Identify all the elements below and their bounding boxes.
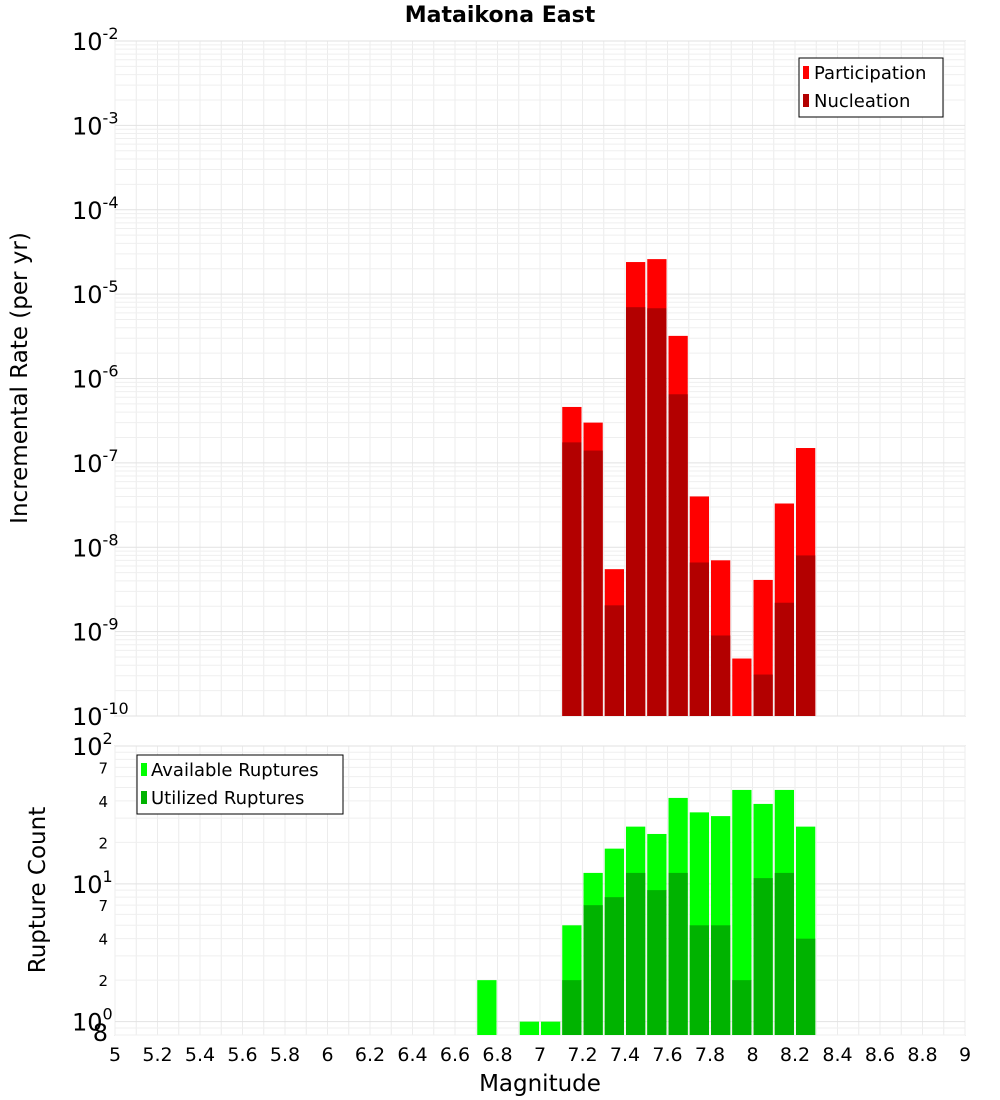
top-bar-nucleation xyxy=(668,394,688,716)
x-tick-label: 5.8 xyxy=(270,1044,300,1066)
bottom-y-minor-label: 2 xyxy=(98,834,108,852)
bottom-y-minor-label: 4 xyxy=(98,931,108,949)
top-bar-nucleation xyxy=(689,562,709,716)
bottom-y-minor-label: 8 xyxy=(93,1019,108,1047)
bottom-bar-utilized-ruptures xyxy=(562,980,582,1035)
top-y-tick-label: 10-3 xyxy=(72,108,119,140)
x-tick-label: 8.8 xyxy=(907,1044,937,1066)
bottom-bar-utilized-ruptures xyxy=(732,980,752,1035)
bottom-bar-utilized-ruptures xyxy=(796,938,816,1035)
bottom-y-minor-label: 2 xyxy=(98,972,108,990)
bottom-bar-utilized-ruptures xyxy=(774,872,794,1035)
legend-label-nucleation: Nucleation xyxy=(814,91,910,112)
x-tick-label: 5.6 xyxy=(227,1044,257,1066)
top-y-tick-label: 10-2 xyxy=(72,24,119,56)
x-tick-label: 6.4 xyxy=(397,1044,427,1066)
bottom-bar-utilized-ruptures xyxy=(604,897,624,1035)
x-tick-label: 6.6 xyxy=(440,1044,470,1066)
legend-label-utilized: Utilized Ruptures xyxy=(151,788,304,809)
x-tick-labels: 5 5.2 5.4 5.6 5.8 6 6.2 6.4 6.6 6.8 7 7.2 7.4 7.6 7.8 8… xyxy=(109,1044,971,1066)
top-bars xyxy=(562,259,816,716)
top-y-tick-label: 10-9 xyxy=(72,615,119,647)
legend-swatch-available xyxy=(141,763,147,776)
top-bar-nucleation xyxy=(583,450,603,716)
bottom-y-minor-label: 7 xyxy=(98,759,108,777)
top-bar-nucleation xyxy=(753,674,773,716)
x-tick-label: 8.4 xyxy=(822,1044,852,1066)
bottom-y-minor-label: 4 xyxy=(98,793,108,811)
top-bar-nucleation xyxy=(796,555,816,716)
top-y-tick-label: 10-10 xyxy=(72,699,129,731)
bottom-y-tick-label: 100 xyxy=(72,1005,113,1037)
x-axis-label: Magnitude xyxy=(479,1071,601,1097)
x-tick-label: 8 xyxy=(746,1044,758,1066)
legend-label-participation: Participation xyxy=(814,63,926,84)
top-y-tick-label: 10-6 xyxy=(72,362,119,394)
x-tick-label: 9 xyxy=(959,1044,971,1066)
bottom-y-tick-labels: 100 101 102 8 2 4 7 2 4 7 xyxy=(72,729,113,1047)
bottom-bar-utilized-ruptures xyxy=(711,925,731,1035)
top-y-tick-label: 10-4 xyxy=(72,193,119,225)
bottom-gridlines xyxy=(114,745,966,1036)
bottom-bar-available-ruptures xyxy=(732,789,752,1035)
bottom-bar-utilized-ruptures xyxy=(626,872,646,1035)
x-tick-label: 8.6 xyxy=(865,1044,895,1066)
top-gridlines xyxy=(114,40,966,717)
bottom-bar-utilized-ruptures xyxy=(583,905,603,1035)
x-tick-label: 7.8 xyxy=(695,1044,725,1066)
top-bar-nucleation xyxy=(774,602,794,716)
bottom-bar-utilized-ruptures xyxy=(689,925,709,1035)
top-y-tick-labels: 10-10 10-9 10-8 10-7 10-6 10-5 10-4 10-3 10-2 xyxy=(72,24,129,731)
top-bar-nucleation xyxy=(647,308,667,716)
top-bar-participation xyxy=(732,658,752,716)
bottom-y-tick-label: 101 xyxy=(72,867,113,899)
bottom-y-minor-label: 7 xyxy=(98,897,108,915)
x-tick-label: 6.8 xyxy=(482,1044,512,1066)
x-tick-label: 8.2 xyxy=(780,1044,810,1066)
bottom-bar-available-ruptures xyxy=(477,980,497,1035)
x-tick-label: 5 xyxy=(109,1044,121,1066)
bottom-bars xyxy=(477,789,816,1035)
bottom-bar-utilized-ruptures xyxy=(753,878,773,1035)
x-tick-label: 5.2 xyxy=(142,1044,172,1066)
chart-title: Mataikona East xyxy=(405,3,596,28)
x-tick-label: 5.4 xyxy=(185,1044,215,1066)
top-bar-nucleation xyxy=(626,307,646,716)
legend-swatch-nucleation xyxy=(803,94,809,107)
top-y-tick-label: 10-5 xyxy=(72,277,119,309)
x-tick-label: 7.6 xyxy=(652,1044,682,1066)
bottom-legend: Available Ruptures Utilized Ruptures xyxy=(136,754,344,815)
top-legend: Participation Nucleation xyxy=(798,57,944,118)
top-y-axis-label: Incremental Rate (per yr) xyxy=(7,232,33,524)
bottom-y-axis-label: Rupture Count xyxy=(25,807,51,973)
top-bar-nucleation xyxy=(604,605,624,716)
x-tick-label: 7.4 xyxy=(610,1044,640,1066)
x-tick-label: 7.2 xyxy=(567,1044,597,1066)
top-y-tick-label: 10-8 xyxy=(72,530,119,562)
x-tick-label: 6.2 xyxy=(355,1044,385,1066)
top-bar-nucleation xyxy=(562,442,582,716)
bottom-bar-utilized-ruptures xyxy=(647,890,667,1035)
legend-label-available: Available Ruptures xyxy=(151,760,319,781)
legend-swatch-participation xyxy=(803,66,809,79)
x-tick-label: 6 xyxy=(321,1044,333,1066)
bottom-y-tick-label: 102 xyxy=(72,729,113,761)
top-y-tick-label: 10-7 xyxy=(72,446,119,478)
bottom-bar-available-ruptures xyxy=(519,1021,539,1035)
bottom-bar-utilized-ruptures xyxy=(668,872,688,1035)
bottom-bar-available-ruptures xyxy=(541,1021,561,1035)
legend-swatch-utilized xyxy=(141,791,147,804)
x-tick-label: 7 xyxy=(534,1044,546,1066)
top-bar-nucleation xyxy=(711,635,731,716)
